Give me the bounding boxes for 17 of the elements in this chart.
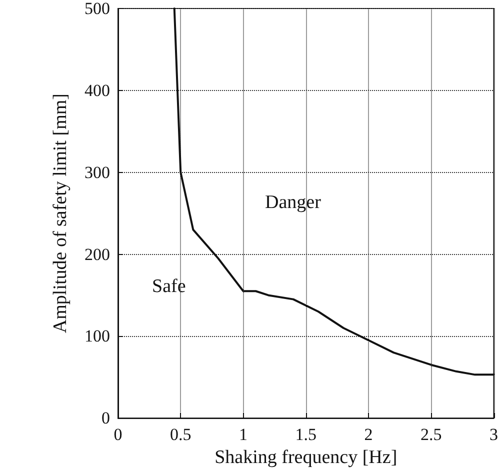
x-tick-label: 2.5 [420, 425, 442, 444]
x-tick-label: 3 [490, 425, 498, 444]
x-axis-title: Shaking frequency [Hz] [214, 447, 398, 468]
y-tick-label: 400 [84, 80, 110, 100]
x-tick-label: 0.5 [170, 425, 192, 444]
x-tick-label: 1 [239, 425, 248, 444]
x-tick-label: 1.5 [295, 425, 316, 444]
x-tick-label: 2 [364, 425, 373, 444]
y-axis-title: Amplitude of safety limit [mm] [50, 94, 71, 334]
y-tick-label: 100 [84, 326, 110, 346]
y-tick-label: 500 [84, 0, 110, 18]
y-tick-label: 0 [102, 408, 110, 428]
y-tick-label: 300 [84, 162, 110, 182]
y-tick-label: 200 [84, 244, 110, 264]
annotation: Safe [152, 276, 186, 297]
annotation: Danger [265, 192, 322, 213]
x-tick-label: 0 [114, 425, 122, 444]
